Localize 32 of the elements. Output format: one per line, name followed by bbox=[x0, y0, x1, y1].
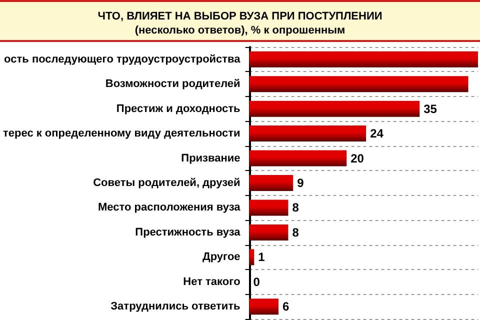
data-label: 24 bbox=[370, 126, 384, 141]
bar bbox=[249, 249, 254, 266]
y-tick-label: Затруднились ответить bbox=[110, 300, 241, 313]
y-tick-label: ость последующего трудоустроустройства bbox=[4, 53, 242, 66]
y-tick-label: Престиж и доходность bbox=[116, 102, 241, 115]
y-tick-label: Другое bbox=[202, 251, 240, 264]
y-tick-label: Место расположения вуза bbox=[98, 202, 242, 214]
bar bbox=[249, 76, 468, 92]
bar bbox=[249, 200, 288, 216]
chart-title: ЧТО, ВЛИЯЕТ НА ВЫБОР ВУЗА ПРИ ПОСТУПЛЕНИИ bbox=[98, 10, 382, 22]
data-label: 20 bbox=[350, 151, 364, 166]
y-tick-label: Возможности родителей bbox=[105, 78, 240, 90]
data-label: 8 bbox=[292, 200, 300, 215]
data-label: 9 bbox=[297, 176, 304, 190]
bar bbox=[249, 126, 366, 142]
bar bbox=[249, 100, 420, 117]
y-tick-label: Призвание bbox=[181, 152, 240, 164]
y-tick-label: Престижность вуза bbox=[135, 226, 242, 238]
data-label: 35 bbox=[424, 102, 438, 116]
data-label: 0 bbox=[253, 274, 260, 289]
chart-subtitle: (несколько ответов), % к опрошенным bbox=[134, 24, 346, 36]
y-tick-label: терес к определенному виду деятельности bbox=[3, 128, 240, 140]
bar bbox=[249, 175, 294, 191]
data-label: 6 bbox=[282, 300, 290, 314]
bar bbox=[249, 298, 278, 315]
data-label: 1 bbox=[258, 250, 266, 264]
bar bbox=[249, 150, 347, 166]
data-label: 8 bbox=[292, 225, 300, 240]
y-tick-label: Советы родителей, друзей bbox=[93, 177, 240, 189]
y-tick-label: Нет такого bbox=[183, 276, 241, 288]
bar bbox=[249, 51, 478, 68]
bar bbox=[249, 224, 288, 240]
